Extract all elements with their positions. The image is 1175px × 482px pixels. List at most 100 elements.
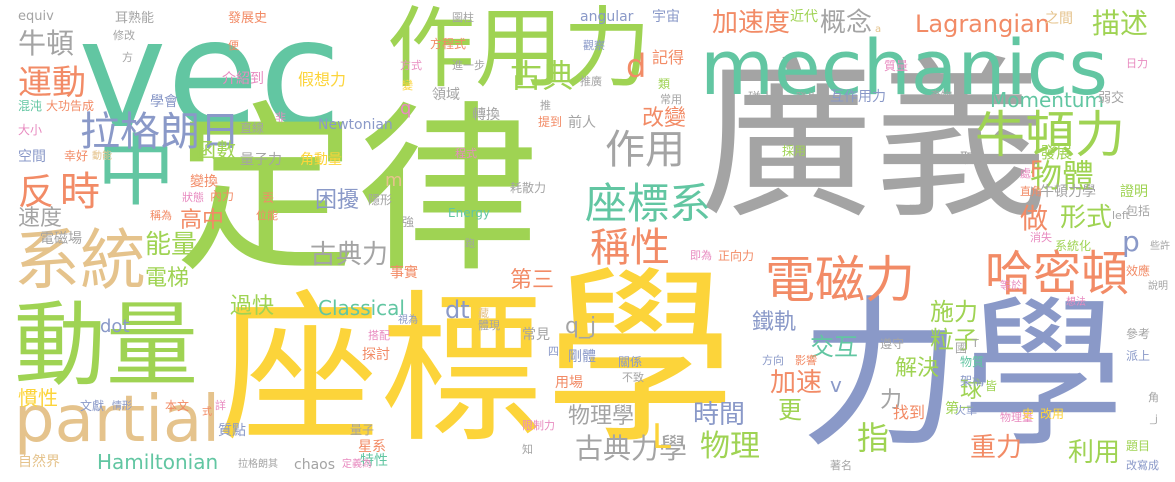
word-physics: 物理 [700,429,760,464]
word-newton-mechanics: 牛頓力學 [1040,184,1096,200]
word-know: 知 [522,443,533,456]
word-hide: 藏 [478,307,489,320]
word-dissipative-force: 耗散力 [510,181,547,195]
word-coordinate-system: 座標系 [585,179,712,228]
word-train: 火車 [955,404,977,417]
word-kinetic-energy: 動能 [92,151,112,162]
word-energy-en: Energy [448,206,491,220]
word-equal-to: 等於 [1000,279,1022,292]
word-generalize: 推廣 [580,75,602,88]
word-this-article: 本文 [165,399,190,413]
word-direction: 方向 [762,354,784,367]
word-do: 做 [1020,202,1049,235]
word-motion: 運動 [18,63,86,103]
word-effect: 效應 [1126,264,1151,278]
word-concept: 概念 [820,8,873,38]
word-transformation: 變換 [190,174,218,190]
word-further: 進一步 [452,59,485,72]
word-idea: 想法 [1066,297,1086,308]
word-symmetry: 稱性 [590,225,670,271]
word-quantum: 量子 [350,423,375,437]
word-push: 推 [540,99,551,112]
word-defined-as: 定義為 [342,459,372,470]
word-interaction-force: 互作用力 [830,89,886,105]
word-accelerate: 加速 [770,368,823,398]
word-comply: 遵守 [880,337,905,351]
word-change-short: 變 [402,79,413,92]
word-angular: angular [580,9,634,25]
word-d: d [626,47,647,85]
word-familiar: 耳熟能 [115,11,155,26]
word-constraint-force: 限制力 [522,419,555,432]
word-too-fast: 過快 [230,294,275,319]
word-internal-force: 內力 [210,189,235,203]
word-sub-j: _j [1150,414,1158,425]
word-describe: 描述 [1092,7,1149,40]
word-take: 取 [960,151,974,167]
word-time-zh: 時間 [693,400,746,430]
word-interact: 交互 [810,333,858,361]
word-modern: 近代 [790,9,818,25]
word-normal-force: 正向力 [718,249,755,263]
word-nature: 自然界 [18,454,60,470]
word-embody: 體現 [478,319,500,332]
word-predecessor: 前人 [568,115,596,131]
word-all: 皆 [985,379,998,393]
word-vec: vec [78,0,342,162]
word-dt: dt [445,296,470,324]
word-influence: 影響 [795,354,817,367]
word-force: 力 [880,388,903,413]
word-gravity: 重力 [970,433,1023,463]
word-put-to-use: 派上 [1126,349,1151,363]
word-change: 改變 [642,106,687,131]
word-mass: 質量 [884,59,909,73]
word-speed: 速度 [18,206,63,231]
word-develop: 發展 [1040,143,1073,162]
word-regard-as: 視為 [398,315,418,326]
word-potential-energy: 位能 [256,209,278,222]
word-high-school: 高中 [180,208,225,233]
word-space: 空間 [18,149,46,165]
word-reverse: 反 [18,172,55,213]
word-coordinate: 座標 [218,277,542,465]
word-v: v [830,373,842,397]
word-em-field: 電磁場 [40,231,82,247]
word-magnitude: 大小 [18,123,43,137]
word-mechanics-zh: 力學 [800,282,1124,470]
word-common: 常見 [522,327,550,343]
word-physical-quantity: 物理量 [1000,411,1033,424]
word-program: 程式 [455,147,477,160]
word-prove: 證明 [1120,184,1148,200]
word-middle: 中 [97,127,176,217]
word-explain: 說明 [1148,281,1168,292]
word-direction-short: 方 [122,51,133,64]
word-rigid-body: 剛體 [568,349,596,365]
word-accomplished: 大功告成 [46,99,95,113]
word-sun-force: 日力 [1126,57,1148,70]
word-chaos: chaos [294,457,336,473]
word-refer: 指 [857,419,890,457]
word-acceleration: 加速度 [712,8,791,38]
word-found: 找到 [893,403,926,422]
word-universe: 宇宙 [652,9,680,25]
word-situation: 情形 [112,401,132,412]
word-framework: 架構 [960,374,985,388]
word-hamilton: 哈密頓 [985,246,1130,302]
word-lagrange: 拉格朗日 [80,109,240,155]
word-fictitious-force: 假想力 [298,70,347,89]
word-a: a [875,24,882,35]
word-rail: 鐵軌 [752,310,797,335]
word-action: 作用 [605,127,685,173]
word-q: q [400,98,412,119]
word-first: 第一 [945,401,973,417]
word-particle: 粒子 [930,326,978,354]
word-non: 非 [275,111,286,124]
word-object: 物體 [1030,157,1095,195]
word-called: 稱為 [150,209,172,222]
word-happen: 發生 [795,91,820,105]
word-p: p [1122,225,1140,258]
word-famous: 著名 [830,459,852,472]
word-solve: 解決 [895,356,940,381]
word-namely: 即為 [690,249,712,262]
